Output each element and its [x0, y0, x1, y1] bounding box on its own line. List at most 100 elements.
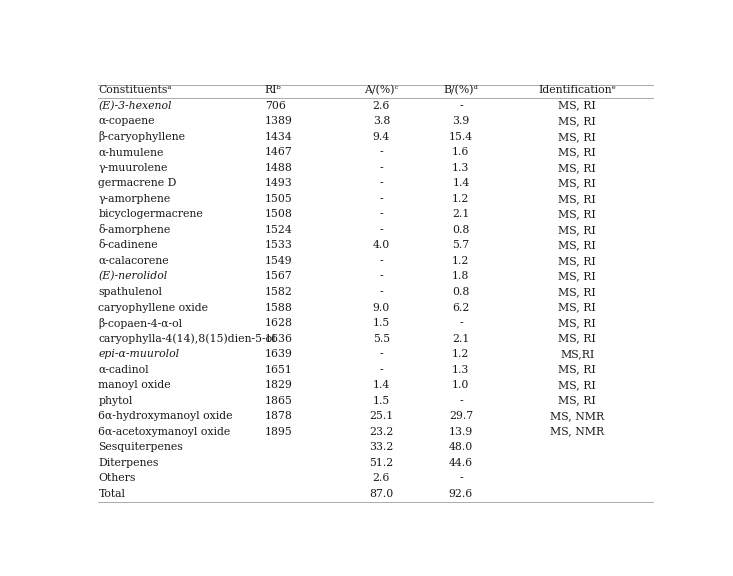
Text: MS, RI: MS, RI: [559, 225, 596, 235]
Text: α-cadinol: α-cadinol: [98, 365, 149, 374]
Text: 4.0: 4.0: [372, 240, 390, 251]
Text: 23.2: 23.2: [369, 427, 394, 437]
Text: 1533: 1533: [265, 240, 292, 251]
Text: MS,RI: MS,RI: [560, 349, 594, 359]
Text: δ-amorphene: δ-amorphene: [98, 225, 171, 236]
Text: 87.0: 87.0: [369, 489, 394, 499]
Text: Others: Others: [98, 473, 136, 483]
Text: Constituentsᵃ: Constituentsᵃ: [98, 85, 172, 95]
Text: 3.8: 3.8: [372, 116, 390, 126]
Text: -: -: [459, 318, 463, 328]
Text: 3.9: 3.9: [452, 116, 470, 126]
Text: 1.5: 1.5: [372, 318, 390, 328]
Text: germacrene D: germacrene D: [98, 179, 177, 188]
Text: 1.6: 1.6: [452, 147, 470, 157]
Text: 6α-hydroxymanoyl oxide: 6α-hydroxymanoyl oxide: [98, 411, 233, 421]
Text: 1.4: 1.4: [452, 179, 470, 188]
Text: 1639: 1639: [265, 349, 292, 359]
Text: 29.7: 29.7: [449, 411, 473, 421]
Text: γ-muurolene: γ-muurolene: [98, 163, 168, 173]
Text: 1508: 1508: [265, 209, 292, 219]
Text: Total: Total: [98, 489, 125, 499]
Text: 2.1: 2.1: [452, 334, 470, 343]
Text: MS, RI: MS, RI: [559, 116, 596, 126]
Text: 6.2: 6.2: [452, 302, 470, 313]
Text: MS, RI: MS, RI: [559, 396, 596, 406]
Text: spathulenol: spathulenol: [98, 287, 163, 297]
Text: MS, RI: MS, RI: [559, 334, 596, 343]
Text: β-copaen-4-α-ol: β-copaen-4-α-ol: [98, 317, 183, 328]
Text: 1878: 1878: [265, 411, 292, 421]
Text: phytol: phytol: [98, 396, 133, 406]
Text: 1467: 1467: [265, 147, 292, 157]
Text: 1389: 1389: [265, 116, 292, 126]
Text: MS, RI: MS, RI: [559, 287, 596, 297]
Text: 1651: 1651: [265, 365, 292, 374]
Text: 92.6: 92.6: [449, 489, 473, 499]
Text: 1895: 1895: [265, 427, 292, 437]
Text: MS, RI: MS, RI: [559, 240, 596, 251]
Text: (E)-3-hexenol: (E)-3-hexenol: [98, 101, 172, 111]
Text: γ-amorphene: γ-amorphene: [98, 194, 171, 204]
Text: MS, RI: MS, RI: [559, 209, 596, 219]
Text: 1.3: 1.3: [452, 365, 470, 374]
Text: 25.1: 25.1: [369, 411, 394, 421]
Text: MS, RI: MS, RI: [559, 194, 596, 204]
Text: -: -: [459, 101, 463, 111]
Text: 1829: 1829: [265, 380, 292, 390]
Text: 0.8: 0.8: [452, 225, 470, 235]
Text: 1.0: 1.0: [452, 380, 470, 390]
Text: 1.5: 1.5: [372, 396, 390, 406]
Text: α-humulene: α-humulene: [98, 147, 163, 157]
Text: 1.4: 1.4: [372, 380, 390, 390]
Text: 1488: 1488: [265, 163, 292, 173]
Text: MS, RI: MS, RI: [559, 179, 596, 188]
Text: 1549: 1549: [265, 256, 292, 266]
Text: 1582: 1582: [265, 287, 292, 297]
Text: -: -: [380, 365, 383, 374]
Text: 1.8: 1.8: [452, 271, 470, 282]
Text: 1636: 1636: [265, 334, 293, 343]
Text: 1493: 1493: [265, 179, 292, 188]
Text: 51.2: 51.2: [369, 458, 394, 468]
Text: 2.6: 2.6: [372, 473, 390, 483]
Text: 33.2: 33.2: [369, 442, 394, 452]
Text: Diterpenes: Diterpenes: [98, 458, 159, 468]
Text: 44.6: 44.6: [449, 458, 473, 468]
Text: 1524: 1524: [265, 225, 292, 235]
Text: -: -: [380, 209, 383, 219]
Text: -: -: [380, 179, 383, 188]
Text: 1588: 1588: [265, 302, 292, 313]
Text: MS, RI: MS, RI: [559, 380, 596, 390]
Text: (E)-nerolidol: (E)-nerolidol: [98, 271, 168, 282]
Text: MS, RI: MS, RI: [559, 132, 596, 142]
Text: A/(%)ᶜ: A/(%)ᶜ: [364, 85, 399, 96]
Text: 706: 706: [265, 101, 286, 111]
Text: 2.1: 2.1: [452, 209, 470, 219]
Text: B/(%)ᵈ: B/(%)ᵈ: [443, 85, 479, 96]
Text: epi-α-muurolol: epi-α-muurolol: [98, 349, 180, 359]
Text: -: -: [380, 147, 383, 157]
Text: 13.9: 13.9: [449, 427, 473, 437]
Text: caryophyllene oxide: caryophyllene oxide: [98, 302, 208, 313]
Text: α-calacorene: α-calacorene: [98, 256, 169, 266]
Text: 1.2: 1.2: [452, 194, 470, 204]
Text: caryophylla-4(14),8(15)dien-5-ol: caryophylla-4(14),8(15)dien-5-ol: [98, 334, 276, 344]
Text: 1.3: 1.3: [452, 163, 470, 173]
Text: 9.0: 9.0: [372, 302, 390, 313]
Text: RIᵇ: RIᵇ: [265, 85, 281, 95]
Text: MS, RI: MS, RI: [559, 256, 596, 266]
Text: MS, RI: MS, RI: [559, 302, 596, 313]
Text: -: -: [380, 256, 383, 266]
Text: 1567: 1567: [265, 271, 292, 282]
Text: α-copaene: α-copaene: [98, 116, 155, 126]
Text: MS, RI: MS, RI: [559, 147, 596, 157]
Text: β-caryophyllene: β-caryophyllene: [98, 131, 185, 142]
Text: bicyclogermacrene: bicyclogermacrene: [98, 209, 203, 219]
Text: MS, NMR: MS, NMR: [550, 427, 605, 437]
Text: 1434: 1434: [265, 132, 292, 142]
Text: 1865: 1865: [265, 396, 292, 406]
Text: MS, RI: MS, RI: [559, 101, 596, 111]
Text: 1.2: 1.2: [452, 256, 470, 266]
Text: MS, RI: MS, RI: [559, 318, 596, 328]
